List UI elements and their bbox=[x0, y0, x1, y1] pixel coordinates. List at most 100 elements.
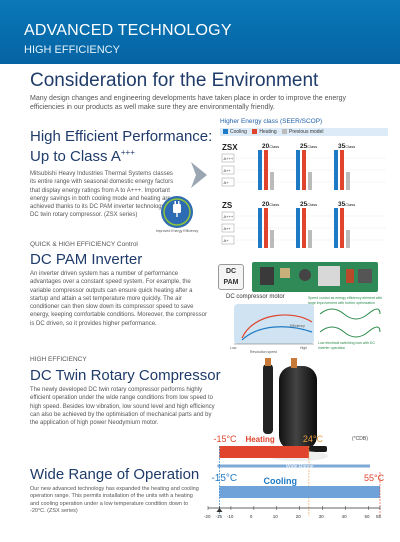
range-tick-label: 0 bbox=[250, 514, 253, 519]
energy-bar bbox=[258, 150, 262, 190]
energy-class-word: Class bbox=[345, 144, 355, 149]
perf-heading-2-sup: +++ bbox=[120, 148, 135, 157]
energy-bar bbox=[308, 230, 312, 248]
energy-label-text: A+ bbox=[224, 180, 230, 185]
pam-heading: DC PAM Inverter bbox=[30, 251, 143, 268]
intro-text: Many design changes and engineering deve… bbox=[30, 95, 346, 111]
range-heading: Wide Range of Operation bbox=[30, 466, 200, 483]
dc-pam-logo-pam: PAM bbox=[223, 279, 239, 286]
energy-label-text: A+ bbox=[224, 238, 230, 243]
perf-heading-1: High Efficient Performance: bbox=[30, 128, 213, 145]
energy-bar bbox=[346, 230, 350, 248]
wide-range-label: Wide Range bbox=[286, 464, 314, 470]
cooling-min-label: -15°C bbox=[211, 473, 237, 484]
energy-bar bbox=[270, 172, 274, 190]
dc-pam-logo-dc: DC bbox=[225, 268, 237, 275]
range-tick-label: 50 bbox=[365, 514, 371, 519]
range-pointer-icon bbox=[216, 508, 223, 512]
energy-class-word: Class bbox=[307, 202, 317, 207]
energy-label-box bbox=[221, 177, 235, 187]
range-tick-label: -20 bbox=[204, 514, 211, 519]
energy-bar bbox=[296, 208, 300, 248]
legend-cooling: Cooling bbox=[230, 129, 247, 135]
energy-bar bbox=[302, 150, 306, 190]
rotary-paragraph: The newly developed DC twin rotary compr… bbox=[30, 387, 215, 427]
pam-note-top: Speed control as energy efficiency eleme… bbox=[308, 296, 383, 305]
energy-class-header: 35Class bbox=[338, 201, 355, 208]
energy-class-header: 20Class bbox=[262, 143, 279, 150]
range-unit: (°CDB) bbox=[352, 436, 368, 442]
cooling-range-bar bbox=[219, 486, 380, 498]
pam-section-label: QUICK & HIGH EFFICIENCY Control bbox=[30, 241, 138, 248]
pam-paragraph: An inverter driven system has a number o… bbox=[30, 271, 207, 327]
pam-axis-high: High bbox=[300, 346, 308, 350]
heating-label: Heating bbox=[245, 435, 274, 444]
heating-min-label: -15°C bbox=[213, 434, 237, 444]
energy-class-header: 20Class bbox=[262, 201, 279, 208]
energy-bar bbox=[346, 172, 350, 190]
range-tick-label: -10 bbox=[227, 514, 234, 519]
energy-chart-header: Higher Energy class (SEER/SCOP) bbox=[220, 118, 323, 125]
energy-class-header: 25Class bbox=[300, 201, 317, 208]
range-paragraph: Our new advanced technology has expanded… bbox=[30, 486, 199, 514]
energy-bar bbox=[334, 208, 338, 248]
energy-bar bbox=[264, 208, 268, 248]
energy-badge-label: Improved Energy Efficiency bbox=[155, 229, 199, 233]
banner-title: ADVANCED TECHNOLOGY bbox=[24, 22, 232, 39]
energy-class-header: 35Class bbox=[338, 143, 355, 150]
legend-swatch-heating bbox=[252, 129, 258, 135]
energy-bar bbox=[258, 208, 262, 248]
energy-bar bbox=[340, 208, 344, 248]
energy-series-label: ZS bbox=[222, 201, 233, 210]
range-tick-label: 30 bbox=[319, 514, 325, 519]
range-tick-label: -15 bbox=[215, 514, 222, 519]
operation-range-chart: (°CDB) -15°C Heating 24°C Wide Range -15°C Coo… bbox=[204, 434, 385, 519]
energy-series-label: ZSX bbox=[222, 143, 238, 152]
energy-class-word: Class bbox=[269, 144, 279, 149]
range-tick-label: 40 bbox=[342, 514, 348, 519]
energy-class-word: Class bbox=[307, 144, 317, 149]
rotary-heading: DC Twin Rotary Compressor bbox=[30, 367, 221, 384]
range-tick-label: 20 bbox=[296, 514, 302, 519]
range-tick-label: 10 bbox=[273, 514, 279, 519]
pam-axis-x: Revolution speed bbox=[250, 350, 278, 354]
heating-max-label: 24°C bbox=[303, 434, 324, 444]
energy-bar bbox=[296, 150, 300, 190]
energy-label-text: A+++ bbox=[224, 156, 234, 161]
energy-label-text: A+++ bbox=[224, 214, 234, 219]
legend-swatch-previous bbox=[281, 129, 287, 135]
perf-heading-2: Up to Class A+++ bbox=[30, 148, 135, 165]
pam-diagram-title: DC compressor motor bbox=[226, 294, 285, 300]
energy-bar bbox=[334, 150, 338, 190]
banner-subtitle: HIGH EFFICIENCY bbox=[24, 44, 120, 56]
energy-label-text: A++ bbox=[224, 168, 232, 173]
cooling-label: Cooling bbox=[263, 476, 297, 486]
energy-label-box bbox=[221, 211, 235, 221]
perf-heading-2-text: Up to Class A bbox=[30, 148, 121, 165]
header-banner: ADVANCED TECHNOLOGY HIGH EFFICIENCY bbox=[0, 0, 400, 64]
energy-chart-legend: Cooling Heating Previous model bbox=[220, 128, 388, 136]
perf-paragraph: Mitsubishi Heavy Industries Thermal Syst… bbox=[30, 171, 177, 219]
energy-label-box bbox=[221, 165, 235, 175]
pam-axis-eff: Efficiency bbox=[290, 324, 305, 328]
compressor-image bbox=[263, 358, 328, 461]
energy-class-header: 25Class bbox=[300, 143, 317, 150]
legend-swatch-cooling bbox=[223, 129, 228, 135]
cooling-max-label: 55°C bbox=[364, 473, 385, 483]
energy-label-box bbox=[221, 223, 235, 233]
energy-label-text: A++ bbox=[224, 226, 232, 231]
energy-bar bbox=[302, 208, 306, 248]
arrow-right-icon bbox=[191, 162, 207, 188]
pam-board-image bbox=[252, 262, 378, 292]
page-title: Consideration for the Environment bbox=[30, 70, 319, 91]
heating-range-bar bbox=[219, 446, 309, 458]
dc-pam-logo: DC PAM bbox=[218, 264, 244, 290]
energy-plug-icon bbox=[161, 196, 193, 228]
pam-axis-low: Low bbox=[230, 346, 237, 350]
legend-previous: Previous model bbox=[288, 129, 324, 135]
energy-chart-plot: ZSX 20Class 25Class 35Class A+++ A++ A+ ZS 20Cla… bbox=[221, 143, 386, 248]
energy-class-word: Class bbox=[269, 202, 279, 207]
legend-heating: Heating bbox=[259, 129, 277, 135]
range-tick-label: 55 bbox=[376, 514, 382, 519]
energy-label-box bbox=[221, 235, 235, 245]
